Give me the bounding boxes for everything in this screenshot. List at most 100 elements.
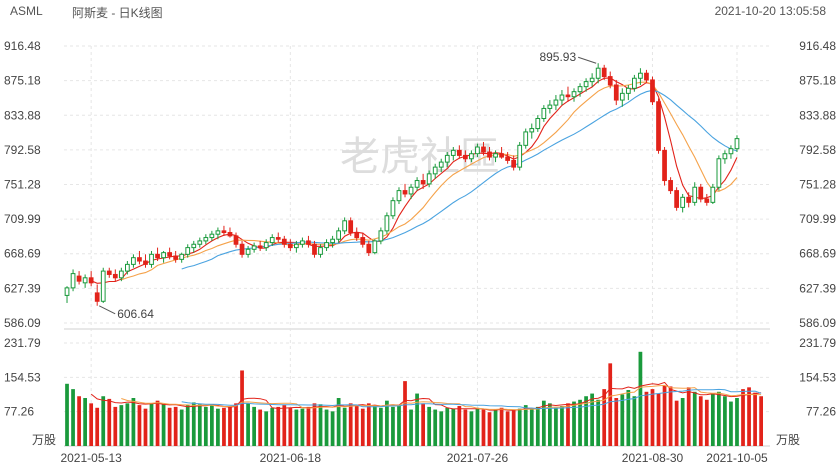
candle-body <box>426 173 432 185</box>
volume-bar <box>107 398 112 446</box>
candle <box>625 84 631 101</box>
candle <box>487 147 492 161</box>
candle <box>318 244 323 258</box>
volume-bar <box>179 409 184 446</box>
volume-bar <box>95 407 100 446</box>
volume-tick-right: 231.79 <box>799 336 836 350</box>
volume-bar <box>119 405 124 446</box>
candle-body <box>287 243 293 249</box>
volume-bar <box>445 407 450 446</box>
candle-body <box>408 186 414 195</box>
volume-bar <box>216 408 220 446</box>
volume-bar <box>602 389 607 446</box>
volume-bar <box>137 405 142 446</box>
candle-body <box>137 257 142 262</box>
volume-tick-left: 231.79 <box>4 336 41 350</box>
candle-body <box>161 252 166 259</box>
candle <box>342 217 348 235</box>
candle <box>517 141 523 171</box>
candle-body <box>535 118 541 130</box>
candle-body <box>734 138 740 150</box>
volume-bar <box>560 406 564 446</box>
candle <box>408 183 414 199</box>
candle <box>131 254 136 268</box>
candle-body <box>674 190 679 208</box>
candle <box>565 86 571 102</box>
candle-body <box>245 248 251 255</box>
candle <box>420 173 426 189</box>
candle-body <box>577 86 583 93</box>
candle <box>601 64 607 80</box>
candle <box>577 83 583 97</box>
candle-body <box>64 287 70 296</box>
candle-body <box>469 153 474 160</box>
candle-body <box>601 67 607 78</box>
candle-body <box>173 255 179 260</box>
candle-body <box>559 94 565 101</box>
volume-bar <box>101 396 106 446</box>
volume-bar <box>717 391 721 446</box>
volume-bar <box>614 398 619 446</box>
volume-bar <box>499 407 504 446</box>
candle-body <box>330 238 335 244</box>
candle <box>257 240 263 251</box>
volume-bar <box>566 403 570 446</box>
candle-body <box>70 273 76 289</box>
candle-body <box>76 275 82 282</box>
volume-bar <box>620 394 625 446</box>
candle <box>294 240 299 253</box>
volume-tick-right: 154.53 <box>799 370 836 384</box>
candle-body <box>644 72 649 81</box>
candle <box>722 150 728 164</box>
volume-bar <box>481 409 486 446</box>
candle-body <box>710 186 716 203</box>
price-tick-right: 668.69 <box>799 247 836 261</box>
chart-header: ASML 阿斯麦 - 日K线图 2021-10-20 13:05:58 <box>0 0 840 24</box>
candle <box>619 88 625 107</box>
candle-body <box>517 144 523 168</box>
volume-bar <box>65 383 69 446</box>
low-leader-line <box>98 305 116 315</box>
volume-bar <box>203 406 208 446</box>
candle <box>535 115 541 132</box>
volume-bar <box>541 400 546 446</box>
candle <box>728 145 734 159</box>
candle-body <box>541 107 547 120</box>
volume-bar <box>457 406 462 446</box>
volume-bar <box>451 408 456 446</box>
volume-bar <box>753 392 757 446</box>
volume-bar <box>759 396 763 446</box>
candle <box>632 74 637 92</box>
high-leader-line <box>578 56 597 64</box>
volume-bar <box>511 410 516 446</box>
volume-bar <box>463 409 468 446</box>
candle-body <box>191 243 197 249</box>
candle <box>372 239 378 255</box>
candle <box>716 155 722 191</box>
candle-body <box>100 270 106 302</box>
volume-bar <box>372 405 377 446</box>
candle <box>233 232 239 248</box>
volume-bar <box>83 398 87 446</box>
candle <box>444 152 450 168</box>
volume-bar <box>143 408 148 446</box>
candle-body <box>125 263 130 272</box>
candle <box>82 274 88 288</box>
volume-unit-left: 万股 <box>32 433 56 447</box>
candle <box>251 242 257 253</box>
candle-body <box>342 220 348 232</box>
volume-bar <box>644 391 649 446</box>
candle <box>414 177 420 191</box>
volume-bar <box>306 406 311 446</box>
stock-name: 阿斯麦 - 日K线图 <box>72 6 163 20</box>
candle <box>553 95 559 111</box>
candle <box>505 152 510 164</box>
candle <box>523 128 529 149</box>
candle <box>607 71 613 89</box>
candle <box>589 73 595 87</box>
ticker-symbol: ASML <box>10 4 43 18</box>
candle-body <box>281 238 287 245</box>
volume-bar <box>704 399 709 446</box>
candle <box>390 197 396 220</box>
candle-body <box>487 151 492 158</box>
